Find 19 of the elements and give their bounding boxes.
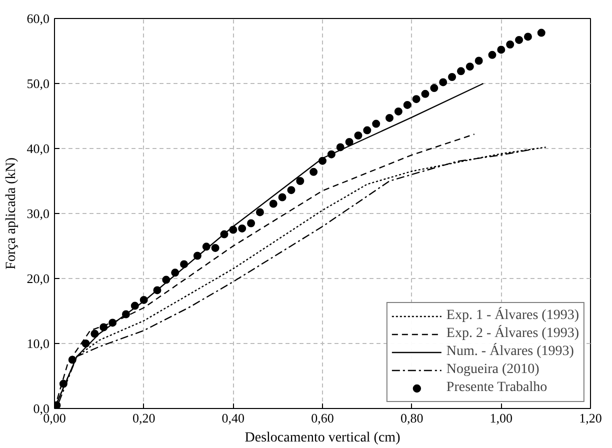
x-tick-label: 0,80 bbox=[400, 410, 424, 426]
y-tick-label: 20,0 bbox=[26, 271, 50, 286]
y-tick-label: 60,0 bbox=[26, 11, 50, 26]
y-axis-title: Força aplicada (kN) bbox=[4, 157, 19, 270]
y-tick-label: 10,0 bbox=[26, 336, 50, 351]
x-tick-label: 1,00 bbox=[490, 410, 513, 426]
y-tick-label: 30,0 bbox=[26, 206, 50, 221]
x-tick-label: 1,20 bbox=[579, 410, 602, 426]
legend-label: Exp. 2 - Álvares (1993) bbox=[446, 325, 579, 343]
x-tick-label: 0,60 bbox=[311, 410, 334, 426]
legend-label: Num. - Álvares (1993) bbox=[446, 343, 574, 361]
x-tick-label: 0,40 bbox=[222, 410, 245, 426]
y-tick-label: 40,0 bbox=[26, 141, 50, 156]
x-axis-title: Deslocamento vertical (cm) bbox=[244, 430, 401, 446]
legend-label: Nogueira (2010) bbox=[446, 361, 540, 379]
legend-label: Exp. 1 - Álvares (1993) bbox=[446, 307, 579, 325]
y-tick-label: 50,0 bbox=[26, 76, 50, 91]
legend-label: Presente Trabalho bbox=[446, 379, 548, 397]
x-tick-label: 0,20 bbox=[132, 410, 156, 426]
